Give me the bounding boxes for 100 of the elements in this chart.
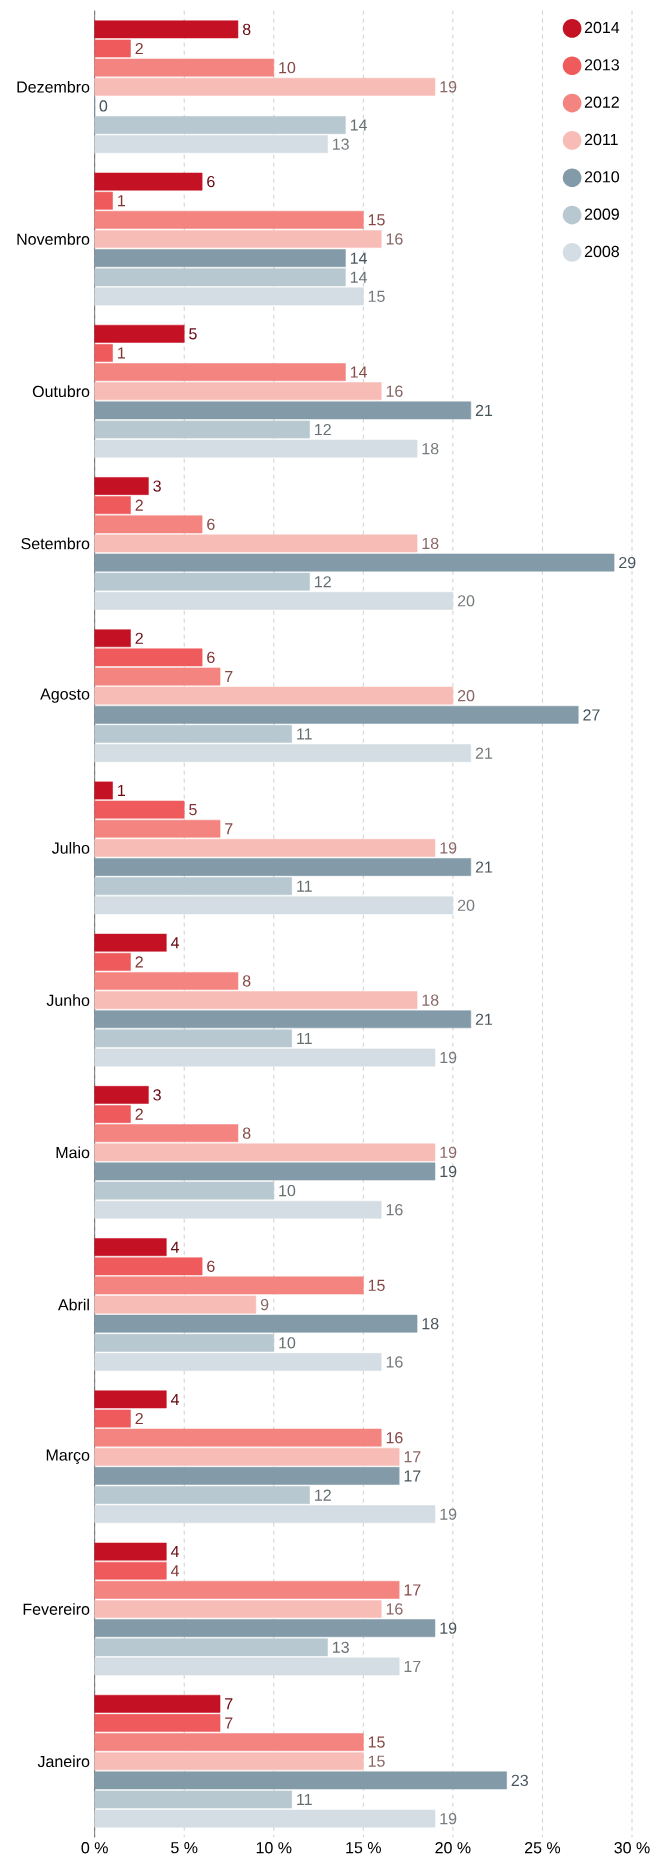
data-label: 4 [171,937,180,949]
data-label: 11 [297,1032,312,1044]
data-label: 6 [207,1260,215,1272]
bar [94,1048,436,1067]
data-label: 16 [386,1204,403,1216]
y-tick-label: Janeiro [37,1755,90,1768]
data-label: 11 [297,880,312,892]
bar [94,877,293,896]
data-label: 7 [225,1698,233,1710]
bar [94,249,346,268]
bar [94,1333,275,1352]
data-label: 21 [476,861,493,873]
x-tick-label: 20 % [435,1842,471,1854]
data-label: 2 [135,956,143,968]
bar [94,858,472,876]
bar [94,952,131,971]
data-label: 18 [422,537,439,550]
data-label: 0 [99,100,108,112]
bar [94,135,328,154]
bar [94,686,454,705]
data-label: 21 [476,747,493,759]
bar [94,1752,364,1771]
bar [94,439,418,458]
data-label: 9 [261,1298,269,1311]
bar [94,1714,221,1732]
data-label: 7 [225,1717,233,1729]
bar [94,553,615,572]
bar [94,591,454,610]
legend-label: 2011 [585,133,618,146]
y-tick-label: Junho [46,994,90,1006]
data-label: 13 [333,138,350,150]
bar [94,1505,436,1524]
data-label: 14 [351,366,368,378]
bar [94,1257,203,1276]
data-label: 2 [135,499,143,511]
data-label: 17 [404,1451,421,1463]
data-label: 21 [476,1013,493,1025]
bar [94,1467,400,1485]
data-label: 18 [422,994,439,1006]
data-label: 14 [351,252,368,264]
data-label: 11 [297,728,312,740]
bar [94,210,364,229]
data-label: 15 [368,1736,385,1748]
bar [94,648,203,667]
bar [94,1657,400,1676]
bar [94,991,418,1009]
data-label: 1 [118,195,126,207]
data-label: 19 [440,842,457,854]
bar [94,705,579,724]
bar [94,116,346,134]
bar [94,1694,221,1713]
data-label: 3 [153,480,162,492]
data-label: 27 [583,709,600,721]
data-label: 16 [386,1356,403,1368]
data-label: 2 [135,632,143,644]
data-label: 10 [279,1337,296,1349]
data-label: 2 [135,1108,143,1120]
bar [94,1143,436,1162]
data-label: 19 [440,1812,457,1825]
data-label: 3 [153,1089,162,1101]
data-label: 15 [368,290,385,302]
y-tick-label: Setembro [21,537,90,550]
data-label: 1 [118,784,126,796]
y-tick-label: Novembro [17,233,90,245]
data-label: 2 [135,42,143,55]
data-label: 4 [171,1546,180,1558]
data-label: 16 [386,233,403,245]
bar [94,1409,131,1428]
data-label: 14 [351,271,368,283]
data-label: 29 [619,556,636,569]
bar [94,1295,257,1314]
x-tick-label: 15 % [346,1842,382,1854]
data-label: 10 [279,61,296,74]
x-tick-label: 5 % [171,1842,198,1854]
bar [94,1086,149,1104]
bar [94,667,221,686]
bar [94,1733,364,1751]
x-tick-label: 0 % [81,1842,109,1854]
y-tick-label: Abril [58,1298,90,1311]
data-label: 4 [171,1565,180,1577]
bar [94,230,382,248]
data-label: 13 [333,1641,350,1653]
y-tick-label: Março [46,1449,90,1464]
bar [94,572,311,591]
bar [94,1428,382,1447]
bar [94,20,239,39]
data-label: 6 [207,651,215,664]
bar [94,77,436,96]
data-label: 12 [315,423,332,436]
legend-label: 2012 [585,96,620,108]
data-label: 5 [189,804,197,816]
bar [94,1200,382,1219]
bar [94,744,472,762]
data-label: 1 [118,347,126,359]
bar [94,1600,382,1618]
data-label: 17 [404,1660,421,1672]
bar [94,1771,508,1790]
y-tick-label: Agosto [40,688,90,703]
y-tick-label: Fevereiro [23,1603,90,1615]
bar [94,1276,364,1295]
